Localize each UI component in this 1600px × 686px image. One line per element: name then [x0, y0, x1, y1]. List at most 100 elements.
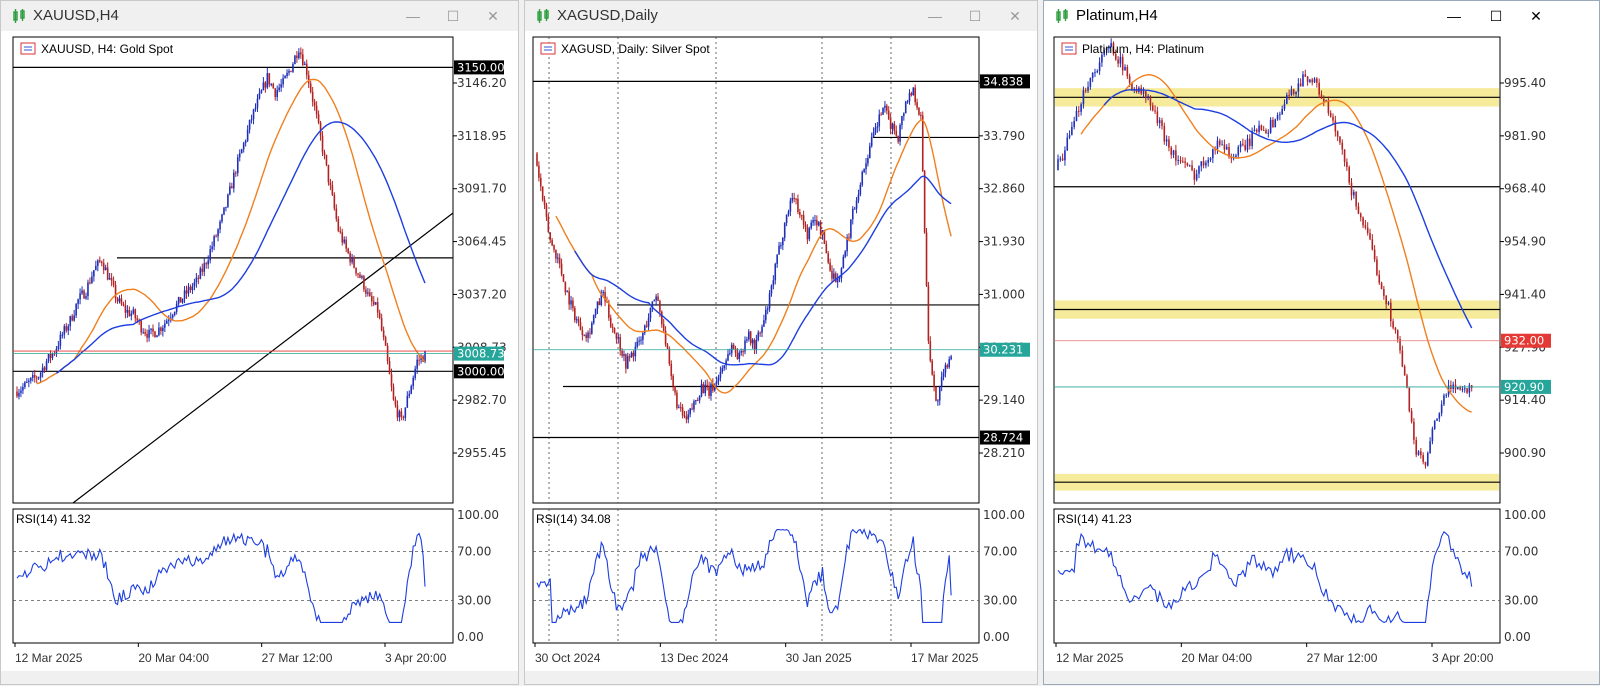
candle-body [1163, 126, 1166, 142]
candle-body [69, 316, 72, 327]
candle-body [872, 132, 875, 137]
close-button[interactable]: ✕ [1009, 8, 1021, 24]
candle-body [836, 278, 839, 283]
candle-body [140, 320, 142, 333]
candle-body [1186, 162, 1189, 166]
minimize-button[interactable]: — [1447, 8, 1461, 24]
candle-body [164, 323, 166, 328]
candle-body [365, 289, 367, 294]
candle-body [18, 392, 20, 397]
candle-body [623, 354, 625, 356]
candle-body [43, 367, 46, 370]
candle-body [150, 328, 152, 330]
candle-body [1087, 86, 1089, 91]
candle-body [912, 87, 915, 96]
candle-body [1343, 149, 1346, 162]
candle-body [1142, 91, 1145, 94]
candle-body [819, 222, 822, 236]
candle-body [687, 414, 690, 420]
candle-body [1073, 121, 1075, 127]
maximize-button[interactable]: ☐ [1489, 8, 1503, 24]
chart-area[interactable]: Platinum, H4: Platinum 995.40 981.90 968.40… [1044, 31, 1599, 686]
candle-body [729, 353, 731, 355]
candle-body [634, 346, 637, 357]
candle-body [412, 377, 415, 387]
price-label-box [980, 74, 1030, 89]
candle-body [1459, 386, 1461, 390]
candle-body [396, 405, 399, 418]
time-axis-label: 17 Mar 2025 [911, 651, 979, 665]
moving-average-fast [36, 78, 426, 385]
candle-body [1175, 150, 1177, 161]
close-button[interactable]: ✕ [1530, 8, 1542, 24]
price-axis-label: 31.000 [983, 287, 1025, 301]
close-button[interactable]: ✕ [487, 8, 499, 24]
rsi-axis-label: 30.00 [1504, 593, 1538, 607]
candle-body [946, 365, 949, 368]
candle-body [424, 351, 426, 362]
candle-body [203, 263, 206, 272]
candle-body [1290, 89, 1293, 95]
candle-body [288, 70, 290, 73]
candle-body [1108, 47, 1110, 49]
window-titlebar[interactable]: XAGUSD,Daily — ☐ ✕ [525, 1, 1037, 31]
candle-body [1223, 144, 1226, 150]
maximize-button[interactable]: ☐ [968, 8, 982, 24]
candle-body [759, 332, 761, 334]
candle-body [71, 316, 73, 321]
candle-body [1218, 140, 1221, 145]
candle-body [725, 360, 727, 366]
candle-body [594, 308, 597, 315]
candle-body [695, 400, 697, 402]
window-titlebar[interactable]: Platinum,H4 — ☐ ✕ [1044, 1, 1599, 31]
candle-body [1228, 146, 1230, 158]
candle-body [831, 270, 833, 279]
candle-body [806, 226, 809, 240]
candle-body [1119, 56, 1122, 64]
chart-area[interactable]: XAGUSD, Daily: Silver Spot34.72033.79032… [525, 31, 1037, 686]
candle-body [727, 354, 729, 361]
candle-body [602, 291, 604, 294]
chart-window-xauusd[interactable]: XAUUSD,H4 — ☐ ✕ XAUUSD, H4: Gold Spot 314… [0, 0, 519, 685]
candle-body [1272, 119, 1274, 128]
candle-body [893, 123, 896, 131]
candle-body [1267, 132, 1270, 134]
minimize-button[interactable]: — [928, 8, 942, 24]
candle-body [388, 360, 391, 375]
candle-body [268, 73, 271, 85]
chart-area[interactable]: XAUUSD, H4: Gold Spot 3146.20 3118.95 3091.… [1, 31, 518, 686]
window-titlebar[interactable]: XAUUSD,H4 — ☐ ✕ [1, 1, 518, 31]
candle-body [861, 171, 864, 185]
candle-body [1429, 441, 1431, 453]
candle-body [681, 407, 684, 416]
candle-body [1260, 125, 1263, 130]
rsi-axis-label: 30.00 [457, 593, 491, 607]
price-label-box [1501, 379, 1551, 394]
candle-body [1350, 182, 1353, 196]
candle-body [691, 408, 693, 410]
candle-body [302, 54, 304, 65]
moving-average-fast [555, 119, 952, 394]
candle-body [1396, 330, 1399, 340]
candle-body [1214, 149, 1216, 151]
maximize-button[interactable]: ☐ [446, 8, 460, 24]
candle-body [736, 352, 739, 360]
candle-body [940, 376, 943, 387]
price-axis-label: 914.40 [1504, 393, 1546, 407]
candle-body [345, 239, 347, 249]
candle-body [1242, 143, 1244, 145]
chart-window-platinum[interactable]: Platinum,H4 — ☐ ✕ Platinum, H4: Platinum… [1043, 0, 1600, 685]
candle-body [689, 408, 691, 415]
price-axis-label: 2982.70 [457, 393, 507, 407]
chart-window-xagusd[interactable]: XAGUSD,Daily — ☐ ✕ XAGUSD, Daily: Silver… [524, 0, 1038, 685]
candle-body [543, 199, 546, 205]
minimize-button[interactable]: — [406, 8, 420, 24]
candle-body [816, 219, 818, 226]
candle-body [1463, 388, 1466, 390]
candlestick-icon [537, 9, 549, 23]
candle-body [1091, 72, 1094, 79]
candle-body [325, 154, 328, 165]
candle-body [1304, 74, 1307, 77]
candle-body [398, 411, 401, 418]
candle-body [349, 252, 351, 263]
